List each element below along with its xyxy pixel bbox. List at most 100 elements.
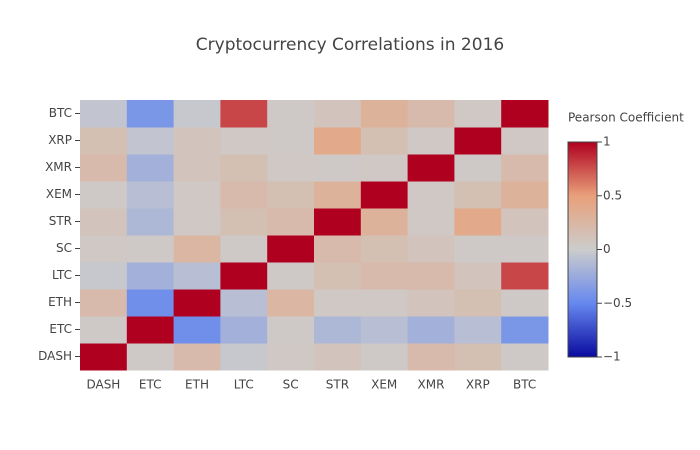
heatmap-cell	[173, 154, 221, 182]
heatmap-cell	[80, 289, 128, 317]
heatmap-cell	[360, 235, 409, 263]
heatmap-cell	[501, 208, 549, 236]
heatmap-cell	[314, 127, 362, 155]
heatmap-cell	[267, 262, 315, 290]
heatmap-cell	[173, 208, 221, 236]
heatmap-cell	[454, 262, 502, 290]
heatmap-cell	[220, 100, 268, 128]
heatmap-cell	[407, 316, 455, 344]
heatmap-cell	[454, 235, 502, 263]
heatmap-cell	[454, 343, 502, 371]
heatmap-cell	[267, 235, 315, 263]
y-tick-label: XMR	[45, 160, 72, 174]
heatmap-cell	[126, 343, 175, 371]
heatmap-cell	[220, 343, 268, 371]
heatmap-cell	[407, 235, 455, 263]
heatmap-cell	[267, 127, 315, 155]
heatmap-cell	[267, 316, 315, 344]
heatmap-cell	[314, 235, 362, 263]
heatmap-cell	[80, 127, 128, 155]
heatmap-cell	[220, 181, 268, 209]
heatmap-cell	[501, 154, 549, 182]
heatmap-cell	[126, 127, 175, 155]
heatmap-cell	[360, 127, 409, 155]
x-tick-label: XRP	[466, 378, 490, 392]
heatmap-cell	[126, 181, 175, 209]
heatmap-cell	[80, 262, 128, 290]
heatmap-cell	[314, 289, 362, 317]
heatmap-cell	[126, 208, 175, 236]
heatmap-cell	[501, 316, 549, 344]
heatmap-cell	[220, 127, 268, 155]
heatmap-cell	[407, 127, 455, 155]
heatmap-cell	[126, 316, 175, 344]
heatmap-cell	[407, 289, 455, 317]
heatmap-cell	[220, 316, 268, 344]
heatmap-cell	[501, 235, 549, 263]
heatmap-cell	[80, 181, 128, 209]
colorbar	[567, 141, 598, 358]
heatmap-cell	[267, 100, 315, 128]
colorbar-tick-label: 0.5	[603, 188, 622, 202]
heatmap-cell	[314, 208, 362, 236]
x-tick-label: ETH	[185, 378, 209, 392]
colorbar-tick-label: −1	[603, 350, 621, 364]
y-tick-label: XRP	[48, 133, 72, 147]
heatmap-cell	[267, 289, 315, 317]
heatmap-cell	[360, 181, 409, 209]
heatmap-cell	[501, 343, 549, 371]
heatmap-cell	[501, 289, 549, 317]
heatmap-cell	[126, 262, 175, 290]
heatmap-cell	[407, 262, 455, 290]
heatmap-cell	[267, 208, 315, 236]
x-tick-label: LTC	[234, 378, 254, 392]
y-tick-label: XEM	[46, 187, 72, 201]
heatmap-cell	[454, 316, 502, 344]
heatmap-cell	[220, 262, 268, 290]
heatmap-cell	[314, 100, 362, 128]
heatmap-cell	[360, 100, 409, 128]
heatmap-cell	[360, 343, 409, 371]
heatmap-cell	[454, 181, 502, 209]
heatmap-cell	[80, 343, 128, 371]
heatmap-cell	[173, 316, 221, 344]
y-tick-label: DASH	[38, 349, 72, 363]
y-tick-label: ETH	[48, 295, 72, 309]
heatmap-cell	[173, 262, 221, 290]
heatmap-cell	[173, 100, 221, 128]
chart-title: Cryptocurrency Correlations in 2016	[196, 35, 504, 55]
heatmap-cell	[267, 181, 315, 209]
heatmap-cell	[80, 235, 128, 263]
heatmap-cell	[220, 289, 268, 317]
heatmap-cell	[80, 316, 128, 344]
x-tick-label: BTC	[513, 378, 536, 392]
heatmap-cell	[454, 100, 502, 128]
x-tick-label: DASH	[86, 378, 120, 392]
heatmap-cell	[220, 154, 268, 182]
heatmap-cell	[314, 343, 362, 371]
colorbar-tick-label: 0	[603, 242, 611, 256]
heatmap-cell	[454, 289, 502, 317]
y-tick-label: STR	[49, 214, 72, 228]
heatmap-cell	[126, 289, 175, 317]
x-tick-label: XEM	[371, 378, 397, 392]
heatmap-cell	[314, 316, 362, 344]
heatmap-cell	[407, 343, 455, 371]
x-tick-label: STR	[326, 378, 349, 392]
heatmap-cell	[454, 154, 502, 182]
colorbar-title: Pearson Coefficient	[568, 111, 684, 125]
heatmap-cell	[314, 262, 362, 290]
heatmap-cell	[80, 100, 128, 128]
y-tick-label: ETC	[49, 322, 72, 336]
heatmap-cell	[220, 235, 268, 263]
x-tick-label: XMR	[418, 378, 445, 392]
heatmap-cell	[126, 100, 175, 128]
heatmap-cell	[407, 154, 455, 182]
heatmap-cell	[126, 235, 175, 263]
x-tick-label: SC	[283, 378, 299, 392]
heatmap-cell	[220, 208, 268, 236]
y-tick-label: SC	[56, 241, 72, 255]
colorbar-tick-label: −0.5	[603, 296, 632, 310]
heatmap-cell	[173, 181, 221, 209]
